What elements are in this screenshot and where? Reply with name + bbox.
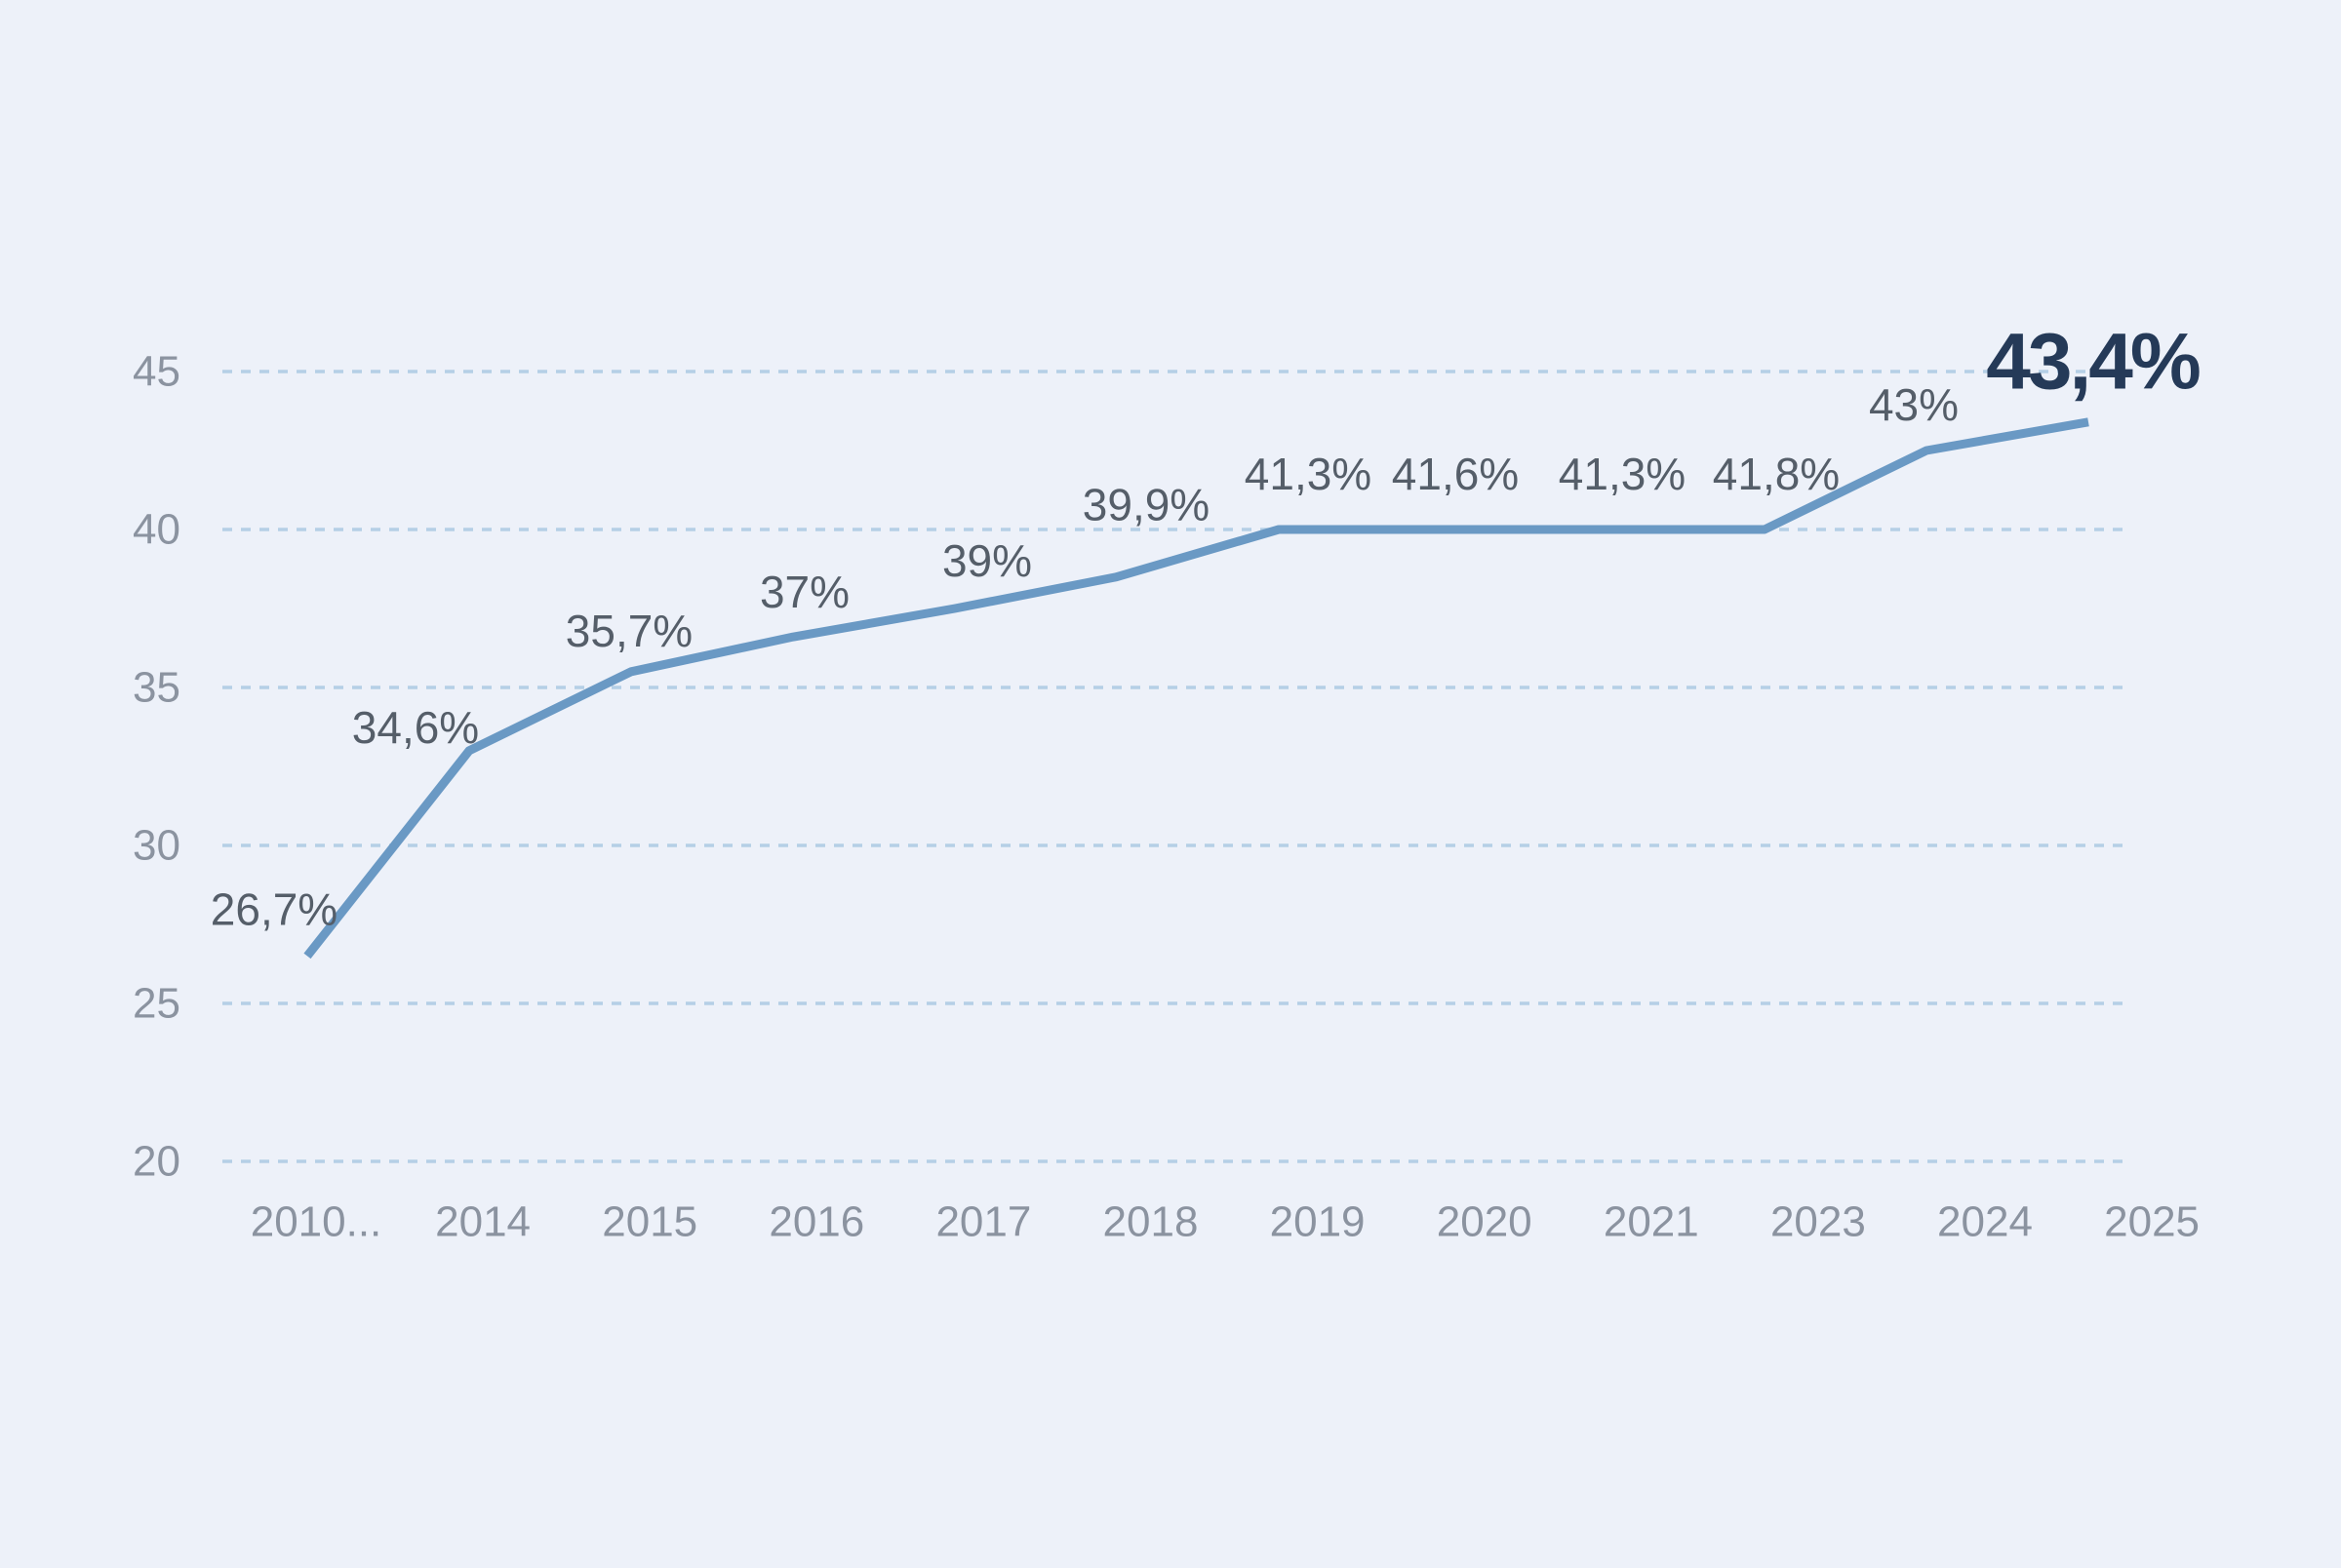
x-axis-tick-label: 2015	[602, 1198, 697, 1246]
y-axis-tick-label: 25	[133, 980, 180, 1028]
y-axis-tick-label: 45	[133, 348, 180, 396]
data-point-label: 39%	[942, 535, 1032, 586]
data-point-label: 37%	[760, 567, 850, 617]
x-axis-tick-label: 2016	[769, 1198, 864, 1246]
data-point-label: 41,6%	[1392, 449, 1519, 499]
x-axis-tick-label: 2018	[1103, 1198, 1199, 1246]
y-axis-tick-label: 40	[133, 506, 180, 554]
final-value-label: 43,4%	[1986, 317, 2200, 406]
data-point-label: 43%	[1869, 379, 1959, 430]
x-axis-tick-label: 2025	[2104, 1198, 2200, 1246]
data-point-label: 41,3%	[1245, 449, 1371, 499]
x-axis-tick-label: 2010...	[251, 1198, 382, 1246]
data-point-label: 39,9%	[1083, 480, 1210, 530]
data-point-label: 41,8%	[1713, 449, 1840, 499]
data-point-label: 41,3%	[1559, 449, 1686, 499]
x-axis-tick-label: 2024	[1937, 1198, 2033, 1246]
x-axis-tick-label: 2017	[935, 1198, 1031, 1246]
y-axis-tick-label: 35	[133, 664, 180, 712]
data-point-label: 35,7%	[566, 606, 693, 656]
data-point-label: 34,6%	[352, 702, 479, 753]
y-axis-tick-label: 30	[133, 822, 180, 870]
trend-line	[303, 417, 2089, 960]
x-axis-tick-label: 2023	[1770, 1198, 1866, 1246]
data-point-label: 26,7%	[211, 883, 337, 934]
x-axis-tick-label: 2021	[1604, 1198, 1699, 1246]
x-axis-tick-label: 2020	[1437, 1198, 1532, 1246]
x-axis-tick-label: 2014	[435, 1198, 531, 1246]
y-axis-tick-label: 20	[133, 1138, 180, 1186]
x-axis-tick-label: 2019	[1270, 1198, 1366, 1246]
